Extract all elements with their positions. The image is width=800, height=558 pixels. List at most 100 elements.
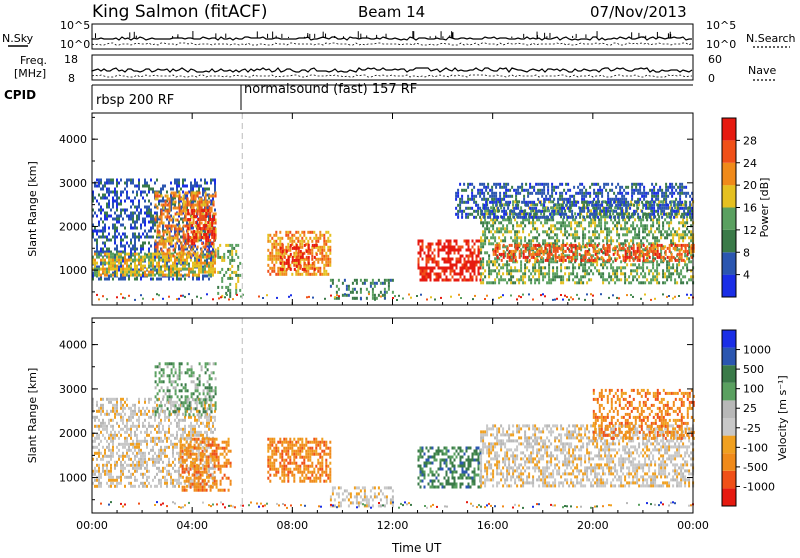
heatmap-cell <box>535 210 537 213</box>
heatmap-cell <box>497 247 499 250</box>
heatmap-cell <box>644 224 646 227</box>
heatmap-cell <box>583 195 585 198</box>
heatmap-cell <box>527 192 529 195</box>
heatmap-cell <box>597 192 599 195</box>
heatmap-cell <box>436 273 438 276</box>
heatmap-cell <box>321 234 323 237</box>
heatmap-cell <box>681 259 683 262</box>
heatmap-cell <box>452 264 454 267</box>
heatmap-cell <box>297 270 299 273</box>
heatmap-cell <box>446 267 448 270</box>
heatmap-cell <box>578 221 580 224</box>
heatmap-cell <box>513 253 515 256</box>
heatmap-cell <box>630 272 632 275</box>
heatmap-cell <box>579 244 581 247</box>
heatmap-cell <box>148 248 150 251</box>
heatmap-cell <box>207 204 209 207</box>
heatmap-cell <box>183 246 185 249</box>
heatmap-cell <box>508 269 510 272</box>
heatmap-cell <box>474 243 476 246</box>
heatmap-cell <box>184 259 186 262</box>
heatmap-cell <box>325 231 327 234</box>
heatmap-cell <box>98 271 100 274</box>
heatmap-cell <box>157 207 159 210</box>
heatmap-cell <box>233 247 235 250</box>
heatmap-cell <box>171 228 173 231</box>
heatmap-cell <box>556 266 558 269</box>
heatmap-cell <box>619 198 621 201</box>
heatmap-cell <box>217 247 219 250</box>
heatmap-cell <box>162 259 164 262</box>
heatmap-cell <box>688 236 690 239</box>
heatmap-cell <box>457 189 459 192</box>
heatmap-cell <box>533 186 535 189</box>
heatmap-cell <box>472 258 474 261</box>
heatmap-cell <box>200 271 202 274</box>
heatmap-cell <box>582 263 584 266</box>
heatmap-cell <box>481 192 483 195</box>
heatmap-cell <box>533 207 535 210</box>
heatmap-cell <box>657 250 659 253</box>
heatmap-cell <box>144 191 146 194</box>
heatmap-cell <box>167 249 169 252</box>
heatmap-cell <box>181 243 183 246</box>
heatmap-cell <box>477 213 479 216</box>
heatmap-cell <box>470 273 472 276</box>
heatmap-cell <box>366 279 368 282</box>
heatmap-cell <box>682 239 684 242</box>
heatmap-cell <box>538 272 540 275</box>
heatmap-cell <box>227 256 229 259</box>
heatmap-cell <box>513 207 515 210</box>
heatmap-cell <box>584 236 586 239</box>
heatmap-cell <box>629 216 631 219</box>
heatmap-cell <box>269 267 271 270</box>
heatmap-cell <box>472 276 474 279</box>
heatmap-cell <box>446 276 448 279</box>
heatmap-cell <box>202 278 204 281</box>
heatmap-cell <box>352 282 354 285</box>
heatmap-cell <box>484 269 486 272</box>
heatmap-cell <box>136 218 138 221</box>
heatmap-cell <box>271 255 273 258</box>
heatmap-cell <box>538 275 540 278</box>
heatmap-cell <box>157 252 159 255</box>
heatmap-cell <box>189 218 191 221</box>
heatmap-cell <box>561 192 563 195</box>
heatmap-cell <box>201 215 203 218</box>
heatmap-cell <box>658 218 660 221</box>
heatmap-cell <box>459 183 461 186</box>
heatmap-cell <box>638 230 640 233</box>
heatmap-cell <box>476 264 478 267</box>
heatmap-cell <box>510 272 512 275</box>
heatmap-cell <box>473 201 475 204</box>
heatmap-cell <box>461 216 463 219</box>
heatmap-cell <box>204 179 206 182</box>
heatmap-cell <box>577 201 579 204</box>
heatmap-cell <box>108 253 110 256</box>
heatmap-cell <box>161 213 163 216</box>
heatmap-cell <box>442 249 444 252</box>
heatmap-cell <box>338 279 340 282</box>
heatmap-cell <box>140 191 142 194</box>
heatmap-cell <box>622 266 624 269</box>
heatmap-cell <box>154 224 156 227</box>
heatmap-cell <box>280 262 282 265</box>
heatmap-cell <box>524 239 526 242</box>
heatmap-cell <box>293 240 295 243</box>
heatmap-cell <box>528 275 530 278</box>
heatmap-cell <box>298 247 300 250</box>
heatmap-cell <box>179 213 181 216</box>
heatmap-cell <box>545 250 547 253</box>
heatmap-cell <box>325 273 327 276</box>
heatmap-cell <box>637 183 639 186</box>
heatmap-cell <box>438 240 440 243</box>
heatmap-cell <box>603 247 605 250</box>
heatmap-cell <box>432 252 434 255</box>
heatmap-cell <box>98 251 100 254</box>
heatmap-cell <box>547 244 549 247</box>
heatmap-cell <box>543 213 545 216</box>
heatmap-cell <box>464 261 466 264</box>
heatmap-cell <box>178 271 180 274</box>
heatmap-cell <box>503 192 505 195</box>
